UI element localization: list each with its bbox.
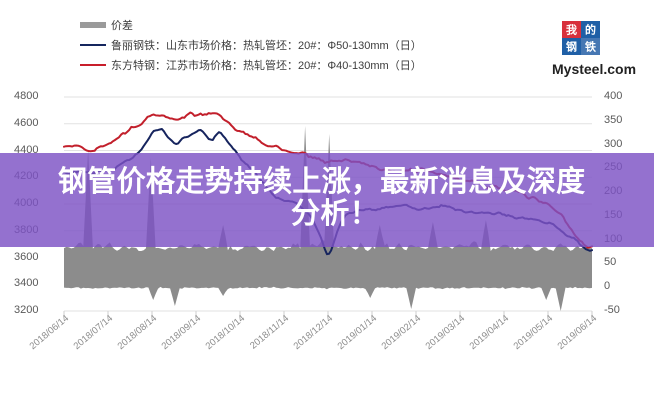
svg-text:我: 我 bbox=[566, 23, 577, 37]
svg-text:的: 的 bbox=[585, 23, 596, 37]
svg-text:钢: 钢 bbox=[566, 40, 577, 54]
svg-text:铁: 铁 bbox=[585, 40, 596, 54]
